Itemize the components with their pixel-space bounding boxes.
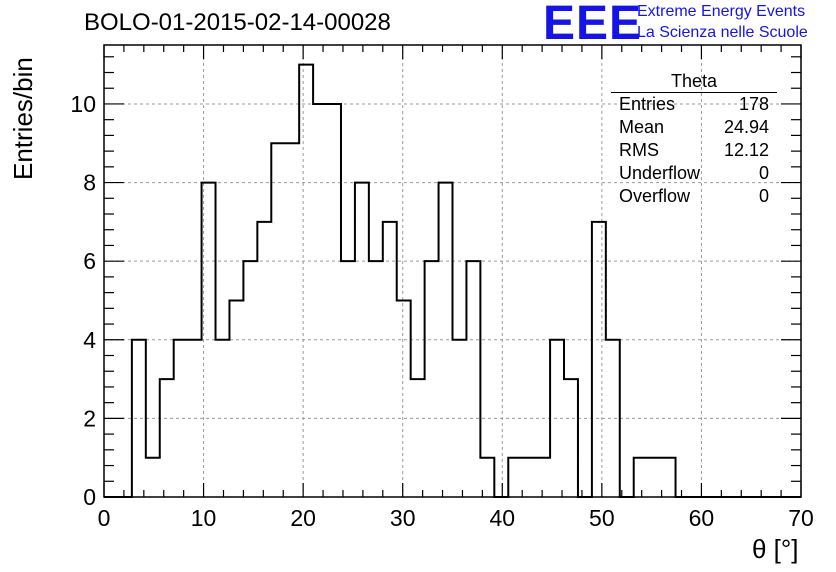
- histogram-bin: [257, 222, 271, 497]
- histogram-bin: [285, 143, 299, 497]
- tick-labels: 0 10 20 30 40 50 60 70 0 2 4 6 8 10: [70, 91, 813, 531]
- histogram-bin: [522, 458, 536, 497]
- x-tick-label: 60: [689, 505, 715, 531]
- eee-logo: EEE: [543, 0, 643, 50]
- histogram-bin: [341, 261, 355, 497]
- histogram-bin: [508, 458, 522, 497]
- logo-line-1: Extreme Energy Events: [637, 3, 806, 20]
- stats-value: 0: [758, 163, 769, 183]
- stats-row-mean: Mean 24.94: [611, 116, 777, 139]
- histogram-bin: [299, 65, 313, 497]
- axes: [103, 44, 802, 498]
- x-tick-label: 30: [390, 505, 416, 531]
- x-tick-label: 10: [191, 505, 217, 531]
- y-tick-label: 10: [70, 91, 96, 117]
- x-tick-label: 40: [489, 505, 515, 531]
- histogram-bin: [662, 458, 676, 497]
- y-tick-label: 8: [83, 170, 96, 196]
- stats-row-entries: Entries 178: [611, 93, 777, 116]
- histogram-bin: [383, 222, 397, 497]
- logo-line-2: La Scienza nelle Scuole: [637, 24, 808, 41]
- x-tick-label: 50: [589, 505, 615, 531]
- chart-title: BOLO-01-2015-02-14-00028: [84, 9, 391, 36]
- histogram-bars: [104, 63, 801, 498]
- y-tick-label: 6: [83, 248, 96, 274]
- stats-box: Theta Entries 178 Mean 24.94 RMS 12.12 U…: [611, 70, 777, 208]
- x-tick-label: 70: [788, 505, 814, 531]
- histogram-bin: [397, 300, 411, 497]
- stats-label: Overflow: [619, 186, 691, 206]
- y-tick-label: 4: [83, 327, 96, 353]
- histogram-bin: [369, 261, 383, 497]
- stats-row-overflow: Overflow 0: [611, 185, 777, 208]
- x-axis-label: θ [°]: [752, 534, 799, 564]
- histogram-bin: [648, 458, 662, 497]
- histogram-bin: [466, 261, 480, 497]
- stats-title: Theta: [611, 70, 777, 93]
- histogram-bin: [243, 261, 257, 497]
- histogram-bin: [174, 340, 188, 497]
- stats-row-rms: RMS 12.12: [611, 139, 777, 162]
- histogram-bin: [313, 104, 327, 497]
- histogram-bin: [411, 379, 425, 497]
- histogram-bin: [229, 300, 243, 497]
- histogram-bin: [564, 379, 578, 497]
- stats-row-underflow: Underflow 0: [611, 162, 777, 185]
- stats-value: 178: [738, 94, 769, 114]
- stats-value: 12.12: [723, 140, 769, 160]
- stats-label: Entries: [619, 94, 676, 114]
- histogram-bin: [146, 458, 160, 497]
- y-tick-label: 0: [83, 484, 96, 510]
- histogram-bin: [634, 458, 648, 497]
- histogram-bin: [606, 340, 620, 497]
- histogram-bin: [536, 458, 550, 497]
- plot-frame: [103, 44, 802, 498]
- histogram-bin: [160, 379, 174, 497]
- histogram-bin: [327, 104, 341, 497]
- histogram-outline: [104, 63, 801, 498]
- stats-label: Mean: [619, 117, 665, 137]
- histogram-bin: [132, 340, 146, 497]
- stats-label: Underflow: [619, 163, 701, 183]
- stats-value: 0: [758, 186, 769, 206]
- x-tick-label: 20: [290, 505, 316, 531]
- histogram-bin: [271, 143, 285, 497]
- stats-label: RMS: [619, 140, 659, 160]
- x-tick-label: 0: [98, 505, 111, 531]
- y-axis-label: Entries/bin: [8, 57, 38, 180]
- histogram-bin: [425, 261, 439, 497]
- stats-value: 24.94: [723, 117, 769, 137]
- histogram-bin: [216, 340, 230, 497]
- y-tick-label: 2: [83, 405, 96, 431]
- histogram-bin: [592, 222, 606, 497]
